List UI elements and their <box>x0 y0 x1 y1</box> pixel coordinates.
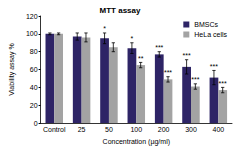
svg-text:20: 20 <box>30 102 38 109</box>
svg-text:300: 300 <box>185 126 197 133</box>
svg-text:0: 0 <box>34 120 38 127</box>
svg-text:400: 400 <box>212 126 224 133</box>
svg-text:*: * <box>103 25 106 32</box>
svg-text:100: 100 <box>26 30 38 37</box>
svg-text:*: * <box>131 35 134 42</box>
svg-text:***: *** <box>219 80 227 87</box>
svg-text:200: 200 <box>158 126 170 133</box>
svg-text:Viability assay %: Viability assay % <box>8 43 16 95</box>
svg-text:***: *** <box>210 63 218 70</box>
svg-text:80: 80 <box>30 48 38 55</box>
svg-text:MTT assay: MTT assay <box>100 6 141 15</box>
svg-text:Concentration (µg/ml): Concentration (µg/ml) <box>103 138 170 146</box>
svg-text:40: 40 <box>30 84 38 91</box>
svg-text:HeLa cells: HeLa cells <box>194 31 227 38</box>
svg-text:**: ** <box>138 55 144 62</box>
svg-text:***: *** <box>155 44 163 51</box>
svg-text:BMSCs: BMSCs <box>194 21 218 28</box>
svg-text:Control: Control <box>43 126 66 133</box>
svg-text:50: 50 <box>105 126 113 133</box>
svg-text:100: 100 <box>130 126 142 133</box>
svg-text:***: *** <box>191 76 199 83</box>
svg-text:120: 120 <box>26 13 38 20</box>
svg-text:25: 25 <box>78 126 86 133</box>
svg-text:60: 60 <box>30 66 38 73</box>
svg-text:***: *** <box>183 52 191 59</box>
svg-text:***: *** <box>164 69 172 76</box>
